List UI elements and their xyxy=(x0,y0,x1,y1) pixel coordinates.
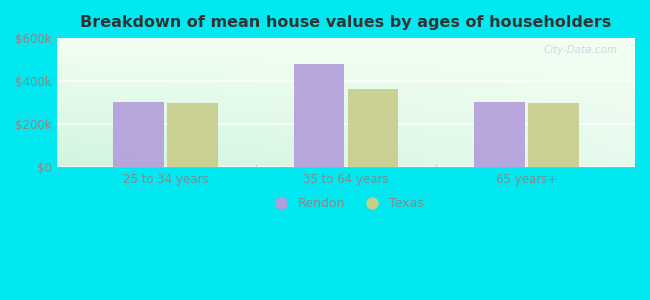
Bar xyxy=(528,103,579,167)
Bar xyxy=(167,103,218,167)
Bar xyxy=(294,64,344,167)
Legend: Rendon, Texas: Rendon, Texas xyxy=(264,192,428,215)
Bar xyxy=(474,102,525,167)
Text: City-Data.com: City-Data.com xyxy=(543,45,618,55)
Bar xyxy=(348,89,398,167)
Bar xyxy=(113,102,164,167)
Title: Breakdown of mean house values by ages of householders: Breakdown of mean house values by ages o… xyxy=(81,15,612,30)
